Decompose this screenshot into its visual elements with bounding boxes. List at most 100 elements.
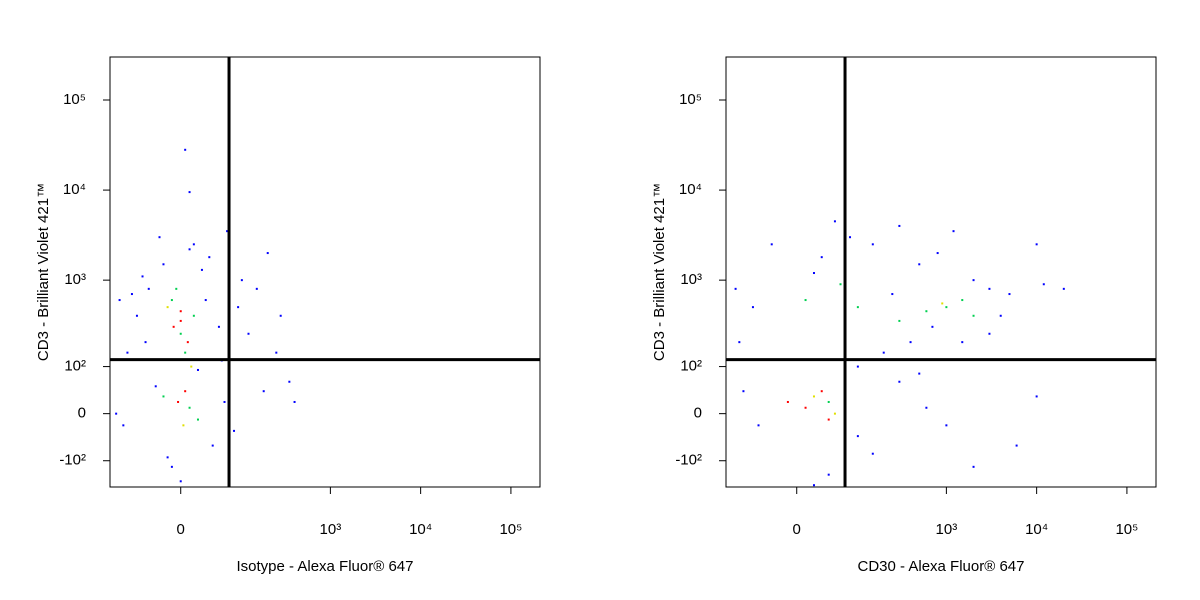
point [144, 341, 147, 344]
point [166, 456, 169, 459]
point [196, 368, 199, 371]
point [1035, 395, 1038, 398]
point [925, 310, 928, 313]
point [812, 484, 815, 487]
point [288, 380, 291, 383]
point [184, 148, 187, 151]
point [909, 341, 912, 344]
point [898, 224, 901, 227]
plot-frame [725, 56, 1157, 488]
y-tick-label: 10³ [680, 271, 702, 288]
y-tick-label: -10² [675, 452, 702, 469]
x-tick-label: 10⁵ [499, 521, 522, 538]
point [279, 314, 282, 317]
point [177, 400, 180, 403]
x-tick-label: 10⁴ [1025, 521, 1048, 538]
point [804, 299, 807, 302]
point [925, 406, 928, 409]
point [770, 243, 773, 246]
point [170, 465, 173, 468]
point [179, 310, 182, 313]
point [856, 306, 859, 309]
point [833, 220, 836, 223]
y-tick-label: 10⁴ [679, 181, 702, 198]
point [211, 444, 214, 447]
point [204, 299, 207, 302]
point [856, 435, 859, 438]
x-axis-label: CD30 - Alexa Fluor® 647 [858, 558, 1025, 575]
point [184, 390, 187, 393]
point [891, 293, 894, 296]
y-tick-label: 0 [78, 405, 86, 422]
point [972, 465, 975, 468]
point [839, 283, 842, 286]
plot: 0 10³ 10⁴ 10⁵ -10² 0 10² 10³ 10⁴ 10⁵ Isotype - Ale… [35, 56, 541, 575]
point [918, 263, 921, 266]
point [820, 390, 823, 393]
y-tick-label: 0 [694, 405, 702, 422]
point [972, 314, 975, 317]
point [126, 351, 129, 354]
point [751, 306, 754, 309]
x-tick-label: 10³ [320, 521, 342, 538]
point [820, 256, 823, 259]
point [757, 424, 760, 427]
point [898, 380, 901, 383]
point [952, 230, 955, 233]
point [936, 252, 939, 255]
plot: 0 10³ 10⁴ 10⁵ -10² 0 10² 10³ 10⁴ 10⁵ CD30 - Alexa … [651, 56, 1157, 575]
y-tick-label: 10⁴ [63, 181, 86, 198]
point [827, 418, 830, 421]
point [192, 243, 195, 246]
point [898, 319, 901, 322]
y-tick-label: 10² [680, 358, 702, 375]
point [871, 452, 874, 455]
point [918, 372, 921, 375]
point [1035, 243, 1038, 246]
point [162, 395, 165, 398]
point [293, 400, 296, 403]
point [255, 287, 258, 290]
x-tick-label: 10⁴ [409, 521, 432, 538]
point [217, 325, 220, 328]
point [882, 351, 885, 354]
point [226, 230, 229, 233]
point [179, 332, 182, 335]
point [931, 325, 934, 328]
point [237, 306, 240, 309]
point [166, 306, 169, 309]
point [833, 412, 836, 415]
y-axis-label: CD3 - Brilliant Violet 421™ [651, 183, 668, 361]
point [184, 351, 187, 354]
point [179, 319, 182, 322]
point [999, 314, 1002, 317]
point [154, 385, 157, 388]
point [141, 275, 144, 278]
point [172, 325, 175, 328]
y-tick-label: 10³ [64, 271, 86, 288]
point [871, 243, 874, 246]
x-tick-label: 10⁵ [1115, 521, 1138, 538]
x-tick-label: 0 [793, 521, 801, 538]
point [186, 341, 189, 344]
point [804, 406, 807, 409]
point [961, 299, 964, 302]
point [179, 480, 182, 483]
x-tick-label: 10³ [936, 521, 958, 538]
point [175, 287, 178, 290]
point [188, 406, 191, 409]
point [247, 332, 250, 335]
point [192, 314, 195, 317]
point [734, 287, 737, 290]
point [190, 365, 193, 368]
point [961, 341, 964, 344]
point [266, 252, 269, 255]
x-tick-label: 0 [177, 521, 185, 538]
point [135, 314, 138, 317]
point [1062, 287, 1065, 290]
point [812, 395, 815, 398]
y-tick-label: 10⁵ [679, 91, 702, 108]
point [196, 418, 199, 421]
point [945, 424, 948, 427]
